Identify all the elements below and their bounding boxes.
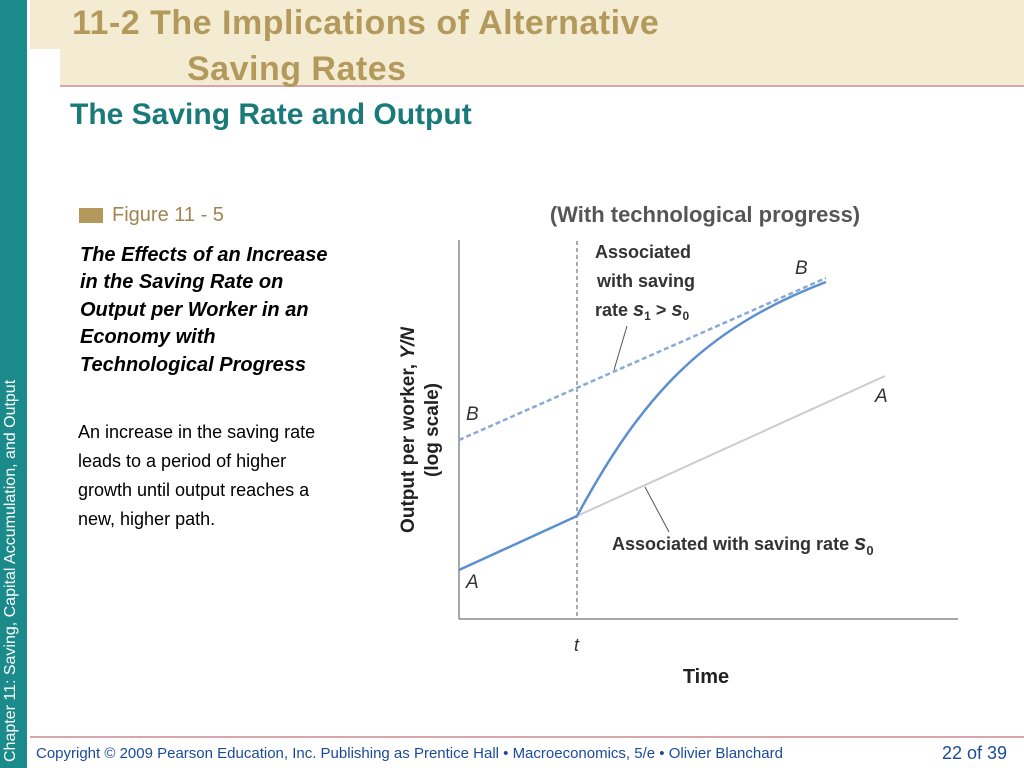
time-marker-label: t — [574, 635, 580, 655]
slide-subtitle: The Saving Rate and Output — [70, 98, 472, 131]
path-B-dashed — [458, 276, 827, 442]
x-axis-label: Time — [683, 666, 729, 688]
annotation-bottom: Associated with saving rate s0 — [612, 530, 874, 558]
label-B-right: B — [795, 258, 808, 279]
diagram-heading: (With technological progress) — [550, 202, 860, 227]
annotation-top-pointer — [613, 325, 628, 371]
title-band — [30, 0, 1024, 49]
path-A-actual — [458, 514, 578, 572]
figure-caption-title: The Effects of an Increase in the Saving… — [80, 244, 328, 376]
annotation-bottom-pointer — [644, 486, 670, 533]
slide-title-line1: 11-2 The Implications of Alternative — [72, 4, 660, 42]
y-axis-label-sub: (log scale) — [422, 383, 443, 477]
side-bar — [0, 0, 27, 768]
footer-rule — [30, 736, 1024, 738]
title-band-gap — [30, 49, 60, 85]
figure-caption-body: An increase in the saving rate leads to … — [78, 422, 316, 529]
path-A-continuation — [576, 375, 886, 517]
transition-curve — [575, 280, 827, 517]
side-stripe — [27, 0, 30, 768]
title-band-lower — [30, 49, 1024, 85]
annotation-top-line1: Associated — [595, 242, 691, 262]
title-rule — [60, 85, 1024, 87]
annotation-top-line2: with saving — [596, 271, 695, 291]
y-axis-label: Output per worker, Y/N (log scale) — [398, 326, 443, 533]
figure-label: Figure 11 - 5 — [112, 204, 224, 226]
footer-copyright: Copyright © 2009 Pearson Education, Inc.… — [36, 745, 783, 762]
page-number: 22 of 39 — [942, 743, 1008, 763]
label-B-left: B — [466, 404, 479, 425]
y-axis-label-main: Output per worker, Y/N — [398, 326, 419, 533]
label-A-left: A — [465, 572, 479, 593]
label-A-right: A — [874, 386, 888, 407]
annotation-top-line3: rate s1 > s0 — [595, 299, 689, 323]
slide-title-line2: Saving Rates — [187, 50, 407, 88]
figure-bullet-square — [79, 208, 103, 223]
